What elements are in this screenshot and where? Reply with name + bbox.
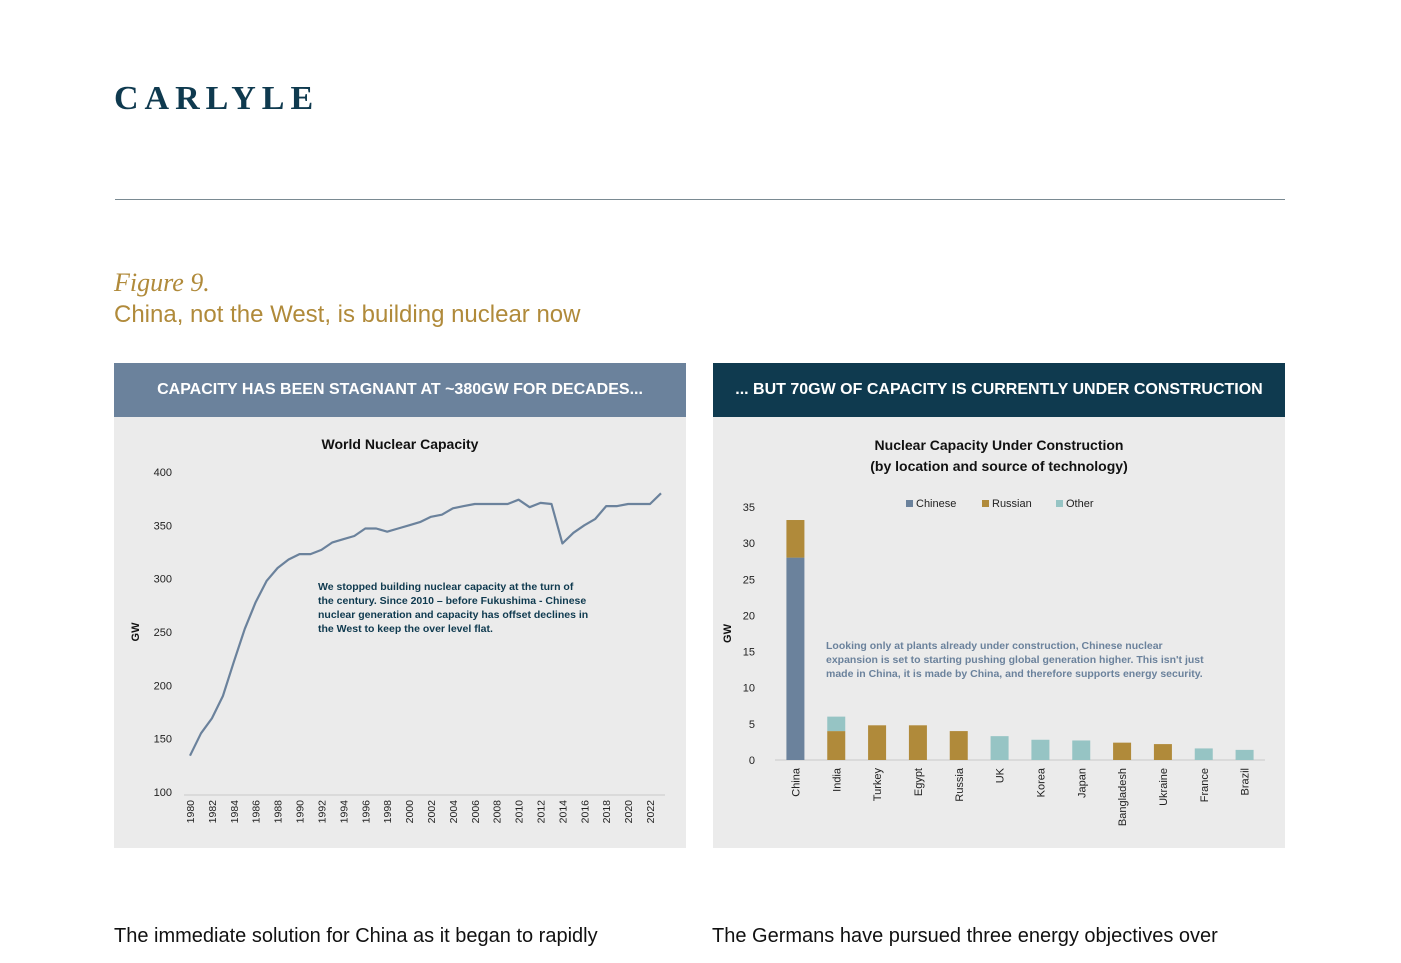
right-chart-panel: ... BUT 70GW OF CAPACITY IS CURRENTLY UN… [713,363,1285,848]
header-divider [115,199,1285,200]
bar-chinese [786,557,805,760]
bar-other [990,736,1009,760]
legend-swatch [906,500,913,507]
x-tick-label: France [1199,768,1211,802]
legend-label: Other [1066,498,1094,510]
bar-other [1235,749,1254,760]
x-tick-label: UK [995,767,1007,783]
x-tick-label: 2008 [492,800,504,824]
world-nuclear-capacity-chart: World Nuclear Capacity 100 150 200 250 300 350… [130,436,665,824]
x-tick-label: 2010 [514,800,526,824]
bar-other [1194,748,1213,760]
x-tick-label: 2020 [623,800,635,824]
x-tick-label: 2002 [426,800,438,824]
x-tick-label: 1994 [338,800,350,824]
x-tick-label: Bangladesh [1117,768,1129,826]
right-panel-header: ... BUT 70GW OF CAPACITY IS CURRENTLY UN… [713,363,1285,417]
x-tick-label: 2014 [557,800,569,824]
figure-title: China, not the West, is building nuclear… [114,301,581,328]
x-tick-label: 1982 [207,800,219,824]
x-tick-label: Ukraine [1158,768,1170,806]
x-tick-label: 2004 [448,800,460,824]
legend-swatch [1056,500,1063,507]
x-tick-label: 2006 [470,800,482,824]
bar-russian [827,731,846,760]
x-tick-label: 2016 [579,800,591,824]
x-tick-label: 1980 [185,800,197,824]
y-tick-label: 300 [154,574,172,586]
y-tick-label: 35 [743,502,755,514]
bar-other [1072,740,1091,760]
bar-russian [949,731,968,760]
y-tick-label: 100 [154,787,172,799]
bar-other [1031,739,1050,760]
legend-label: Russian [992,498,1032,510]
body-text-left: The immediate solution for China as it b… [114,925,598,947]
y-tick-label: 150 [154,734,172,746]
bar-russian [1153,744,1172,760]
legend-swatch [982,500,989,507]
bar-russian [868,725,887,760]
bar-russian [908,725,927,760]
x-tick-label: Japan [1076,768,1088,798]
y-tick-label: 10 [743,683,755,695]
y-tick-label: 15 [743,647,755,659]
left-chart-panel: CAPACITY HAS BEEN STAGNANT AT ~380GW FOR… [114,363,686,848]
y-axis-label: GW [722,623,734,643]
carlyle-logo: CARLYLE [114,80,320,117]
y-tick-label: 20 [743,610,755,622]
annotation-line: made in China, it is made by China, and … [826,668,1203,680]
x-tick-label: 1992 [316,800,328,824]
left-panel-header: CAPACITY HAS BEEN STAGNANT AT ~380GW FOR… [114,363,686,417]
x-tick-label: 2012 [536,800,548,824]
y-tick-label: 0 [749,755,755,767]
chart-title: (by location and source of technology) [870,458,1127,474]
x-tick-label: Korea [1035,767,1047,797]
y-tick-label: 25 [743,574,755,586]
annotation-line: Looking only at plants already under con… [826,640,1163,652]
y-tick-label: 400 [154,467,172,479]
x-tick-label: India [831,767,843,792]
y-tick-label: 200 [154,680,172,692]
x-tick-label: Egypt [913,768,925,796]
x-tick-label: 1988 [273,800,285,824]
annotation-line: We stopped building nuclear capacity at … [318,581,574,593]
x-tick-label: Turkey [872,768,884,802]
x-tick-label: Brazil [1240,768,1252,796]
y-axis-label: GW [130,622,142,642]
y-tick-label: 5 [749,719,755,731]
bar-russian [1113,742,1132,760]
capacity-line [189,492,662,757]
x-tick-label: Russia [954,767,966,802]
figure-label: Figure 9. [114,268,210,297]
bar-russian [786,520,805,558]
x-tick-label: 2000 [404,800,416,824]
x-tick-label: 1996 [360,800,372,824]
x-tick-label: 1984 [229,800,241,824]
y-tick-label: 350 [154,520,172,532]
bar-other [827,716,846,732]
body-text-right: The Germans have pursued three energy ob… [712,925,1218,947]
y-tick-label: 30 [743,538,755,550]
legend-label: Chinese [916,498,956,510]
annotation-line: expansion is set to starting pushing glo… [826,654,1204,666]
annotation-line: nuclear generation and capacity has offs… [318,609,588,621]
y-tick-label: 250 [154,627,172,639]
x-tick-label: 1990 [295,800,307,824]
x-tick-label: 2022 [645,800,657,824]
annotation-line: the West to keep the over level flat. [318,623,493,635]
x-tick-label: 1986 [251,800,263,824]
x-tick-label: 1998 [382,800,394,824]
x-tick-label: 2018 [601,800,613,824]
chart-title: World Nuclear Capacity [322,436,479,452]
construction-capacity-chart: Nuclear Capacity Under Construction (by l… [722,437,1265,826]
x-tick-label: China [790,767,802,797]
annotation-line: the century. Since 2010 – before Fukushi… [318,595,586,607]
chart-title: Nuclear Capacity Under Construction [875,437,1124,453]
